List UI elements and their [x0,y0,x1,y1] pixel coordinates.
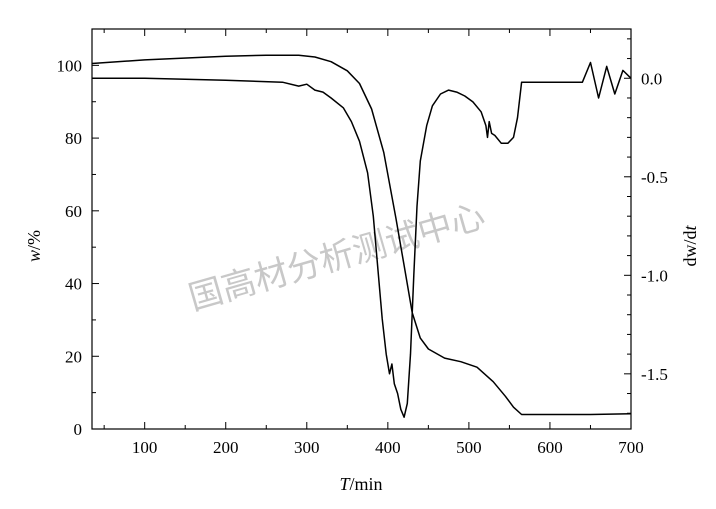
y-left-tick-label: 20 [65,347,82,366]
x-tick-label: 400 [375,438,401,457]
y-right-tick-label: 0.0 [641,69,662,88]
x-axis-title: T/min [339,474,382,494]
plot-frame [91,28,632,430]
x-tick-label: 100 [132,438,158,457]
x-tick-label: 200 [213,438,239,457]
y-left-tick-label: 100 [57,56,83,75]
series-layer [91,54,632,418]
y-left-tick-label: 80 [65,129,82,148]
watermark-text: 国高材分析测试中心 [184,196,489,319]
y-left-tick-label: 60 [65,202,82,221]
dtg-series-line [92,61,632,418]
y-right-tick-label: -0.5 [641,168,668,187]
y-left-tick-label: 0 [74,420,83,439]
x-tick-label: 300 [294,438,320,457]
tg-series-line [91,54,632,416]
axes-layer: 100 200 300 400 500 600 700 0 20 40 60 80 100 0.0 -0.5… [57,28,668,457]
x-tick-label: 700 [618,438,644,457]
y-left-axis-title: w/% [24,230,44,262]
y-right-tick-label: -1.0 [641,266,668,285]
y-left-tick-label: 40 [65,275,82,294]
x-tick-label: 500 [456,438,482,457]
y-right-tick-label: -1.5 [641,365,668,384]
y-right-axis-title: dw/dt [680,225,700,267]
x-tick-label: 600 [537,438,563,457]
